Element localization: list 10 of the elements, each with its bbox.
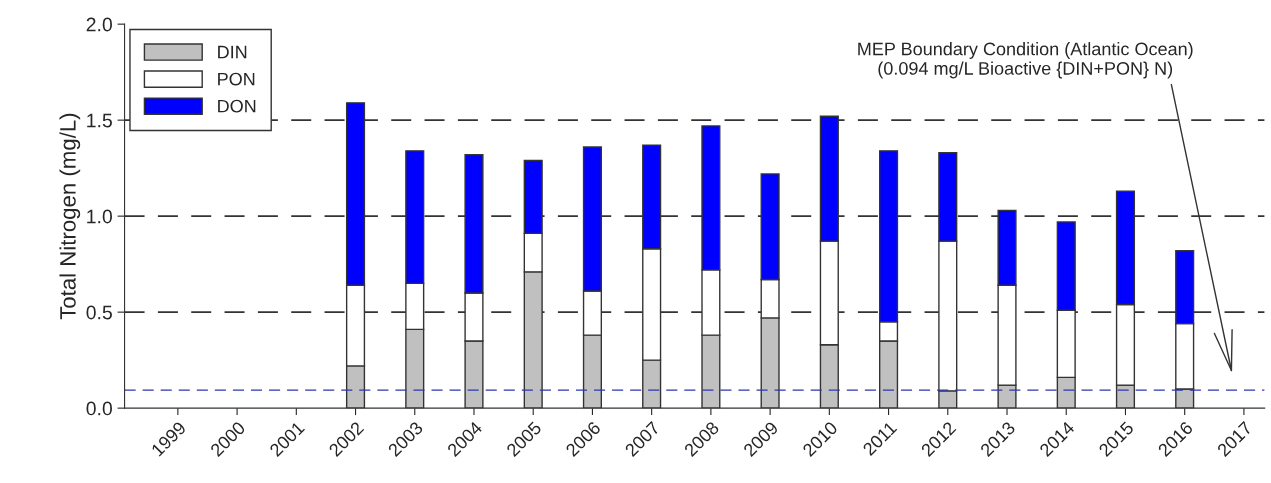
legend-label: DON xyxy=(218,99,256,113)
legend-label: PON xyxy=(218,72,255,86)
y-tick-label: 0.5 xyxy=(86,305,112,320)
y-tick-label: 1.5 xyxy=(87,113,112,128)
y-axis-title: Total Nitrogen (mg/L) xyxy=(59,113,81,320)
y-tick-label: 0.0 xyxy=(86,401,112,416)
legend-label: DIN xyxy=(218,45,247,59)
y-tick-label: 2.0 xyxy=(86,17,112,32)
annotation: MEP Boundary Condition (Atlantic Ocean) (0.094 mg/L Bioactive {DIN+PON} N) xyxy=(858,42,1193,79)
y-tick-label: 1.0 xyxy=(87,209,112,224)
